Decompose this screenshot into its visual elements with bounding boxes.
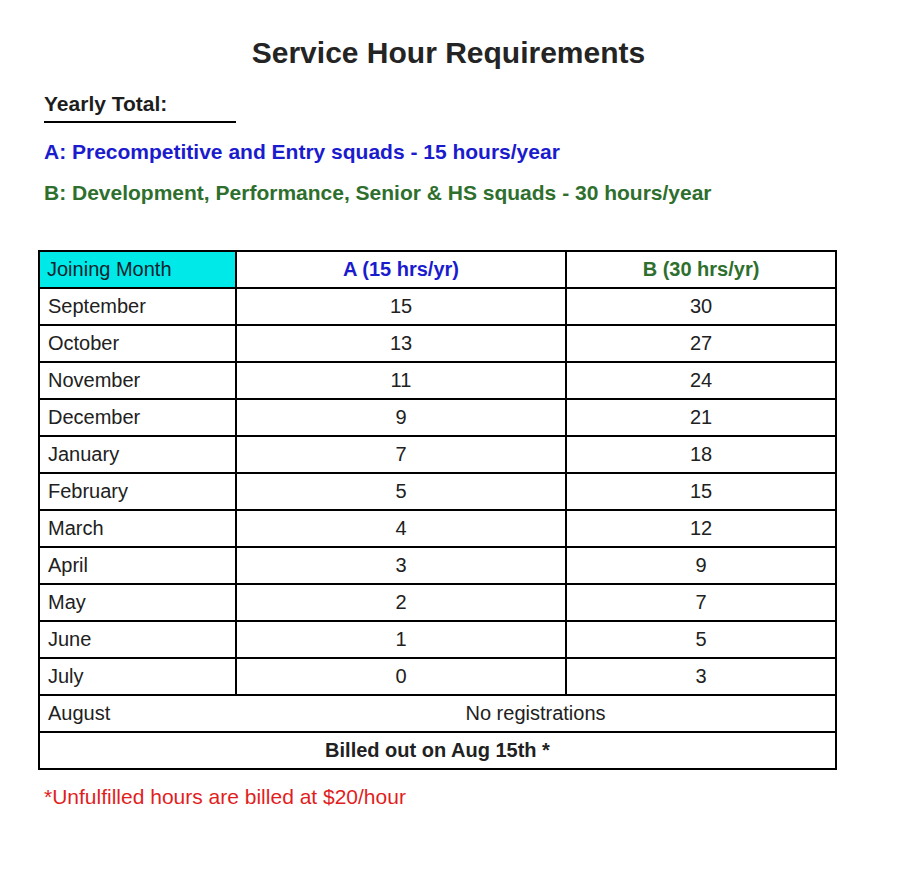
table-row: March 4 12 — [39, 510, 836, 547]
august-row: August No registrations — [39, 695, 836, 732]
legend-squad-a: A: Precompetitive and Entry squads - 15 … — [44, 140, 897, 164]
b-hours-cell: 7 — [566, 584, 836, 621]
table-row: September 15 30 — [39, 288, 836, 325]
a-hours-cell: 11 — [236, 362, 566, 399]
table-row: February 5 15 — [39, 473, 836, 510]
month-cell: January — [39, 436, 236, 473]
yearly-total-label: Yearly Total: — [44, 92, 236, 123]
no-registrations-cell: No registrations — [236, 695, 836, 732]
billed-note-cell: Billed out on Aug 15th * — [39, 732, 836, 769]
month-cell: September — [39, 288, 236, 325]
header-cell-joining-month: Joining Month — [39, 251, 236, 288]
b-hours-cell: 15 — [566, 473, 836, 510]
month-cell: November — [39, 362, 236, 399]
a-hours-cell: 9 — [236, 399, 566, 436]
month-cell: December — [39, 399, 236, 436]
a-hours-cell: 5 — [236, 473, 566, 510]
b-hours-cell: 27 — [566, 325, 836, 362]
b-hours-cell: 9 — [566, 547, 836, 584]
month-cell: July — [39, 658, 236, 695]
a-hours-cell: 1 — [236, 621, 566, 658]
table-row: November 11 24 — [39, 362, 836, 399]
table-header-row: Joining Month A (15 hrs/yr) B (30 hrs/yr… — [39, 251, 836, 288]
a-hours-cell: 4 — [236, 510, 566, 547]
b-hours-cell: 3 — [566, 658, 836, 695]
a-hours-cell: 2 — [236, 584, 566, 621]
footnote: *Unfulfilled hours are billed at $20/hou… — [44, 785, 897, 809]
month-cell: June — [39, 621, 236, 658]
a-hours-cell: 7 — [236, 436, 566, 473]
b-hours-cell: 30 — [566, 288, 836, 325]
page-title: Service Hour Requirements — [0, 36, 897, 70]
billed-row: Billed out on Aug 15th * — [39, 732, 836, 769]
table-row: May 2 7 — [39, 584, 836, 621]
august-month-cell: August — [39, 695, 236, 732]
table-row: June 1 5 — [39, 621, 836, 658]
b-hours-cell: 21 — [566, 399, 836, 436]
b-hours-cell: 5 — [566, 621, 836, 658]
month-cell: May — [39, 584, 236, 621]
b-hours-cell: 18 — [566, 436, 836, 473]
a-hours-cell: 15 — [236, 288, 566, 325]
table-row: December 9 21 — [39, 399, 836, 436]
a-hours-cell: 3 — [236, 547, 566, 584]
month-cell: April — [39, 547, 236, 584]
service-hours-table: Joining Month A (15 hrs/yr) B (30 hrs/yr… — [38, 250, 837, 770]
table-row: April 3 9 — [39, 547, 836, 584]
month-cell: February — [39, 473, 236, 510]
table-row: July 0 3 — [39, 658, 836, 695]
a-hours-cell: 13 — [236, 325, 566, 362]
month-cell: March — [39, 510, 236, 547]
header-cell-squad-a: A (15 hrs/yr) — [236, 251, 566, 288]
table-row: October 13 27 — [39, 325, 836, 362]
a-hours-cell: 0 — [236, 658, 566, 695]
legend-squad-b: B: Development, Performance, Senior & HS… — [44, 181, 897, 205]
header-cell-squad-b: B (30 hrs/yr) — [566, 251, 836, 288]
month-cell: October — [39, 325, 236, 362]
b-hours-cell: 12 — [566, 510, 836, 547]
table-row: January 7 18 — [39, 436, 836, 473]
b-hours-cell: 24 — [566, 362, 836, 399]
